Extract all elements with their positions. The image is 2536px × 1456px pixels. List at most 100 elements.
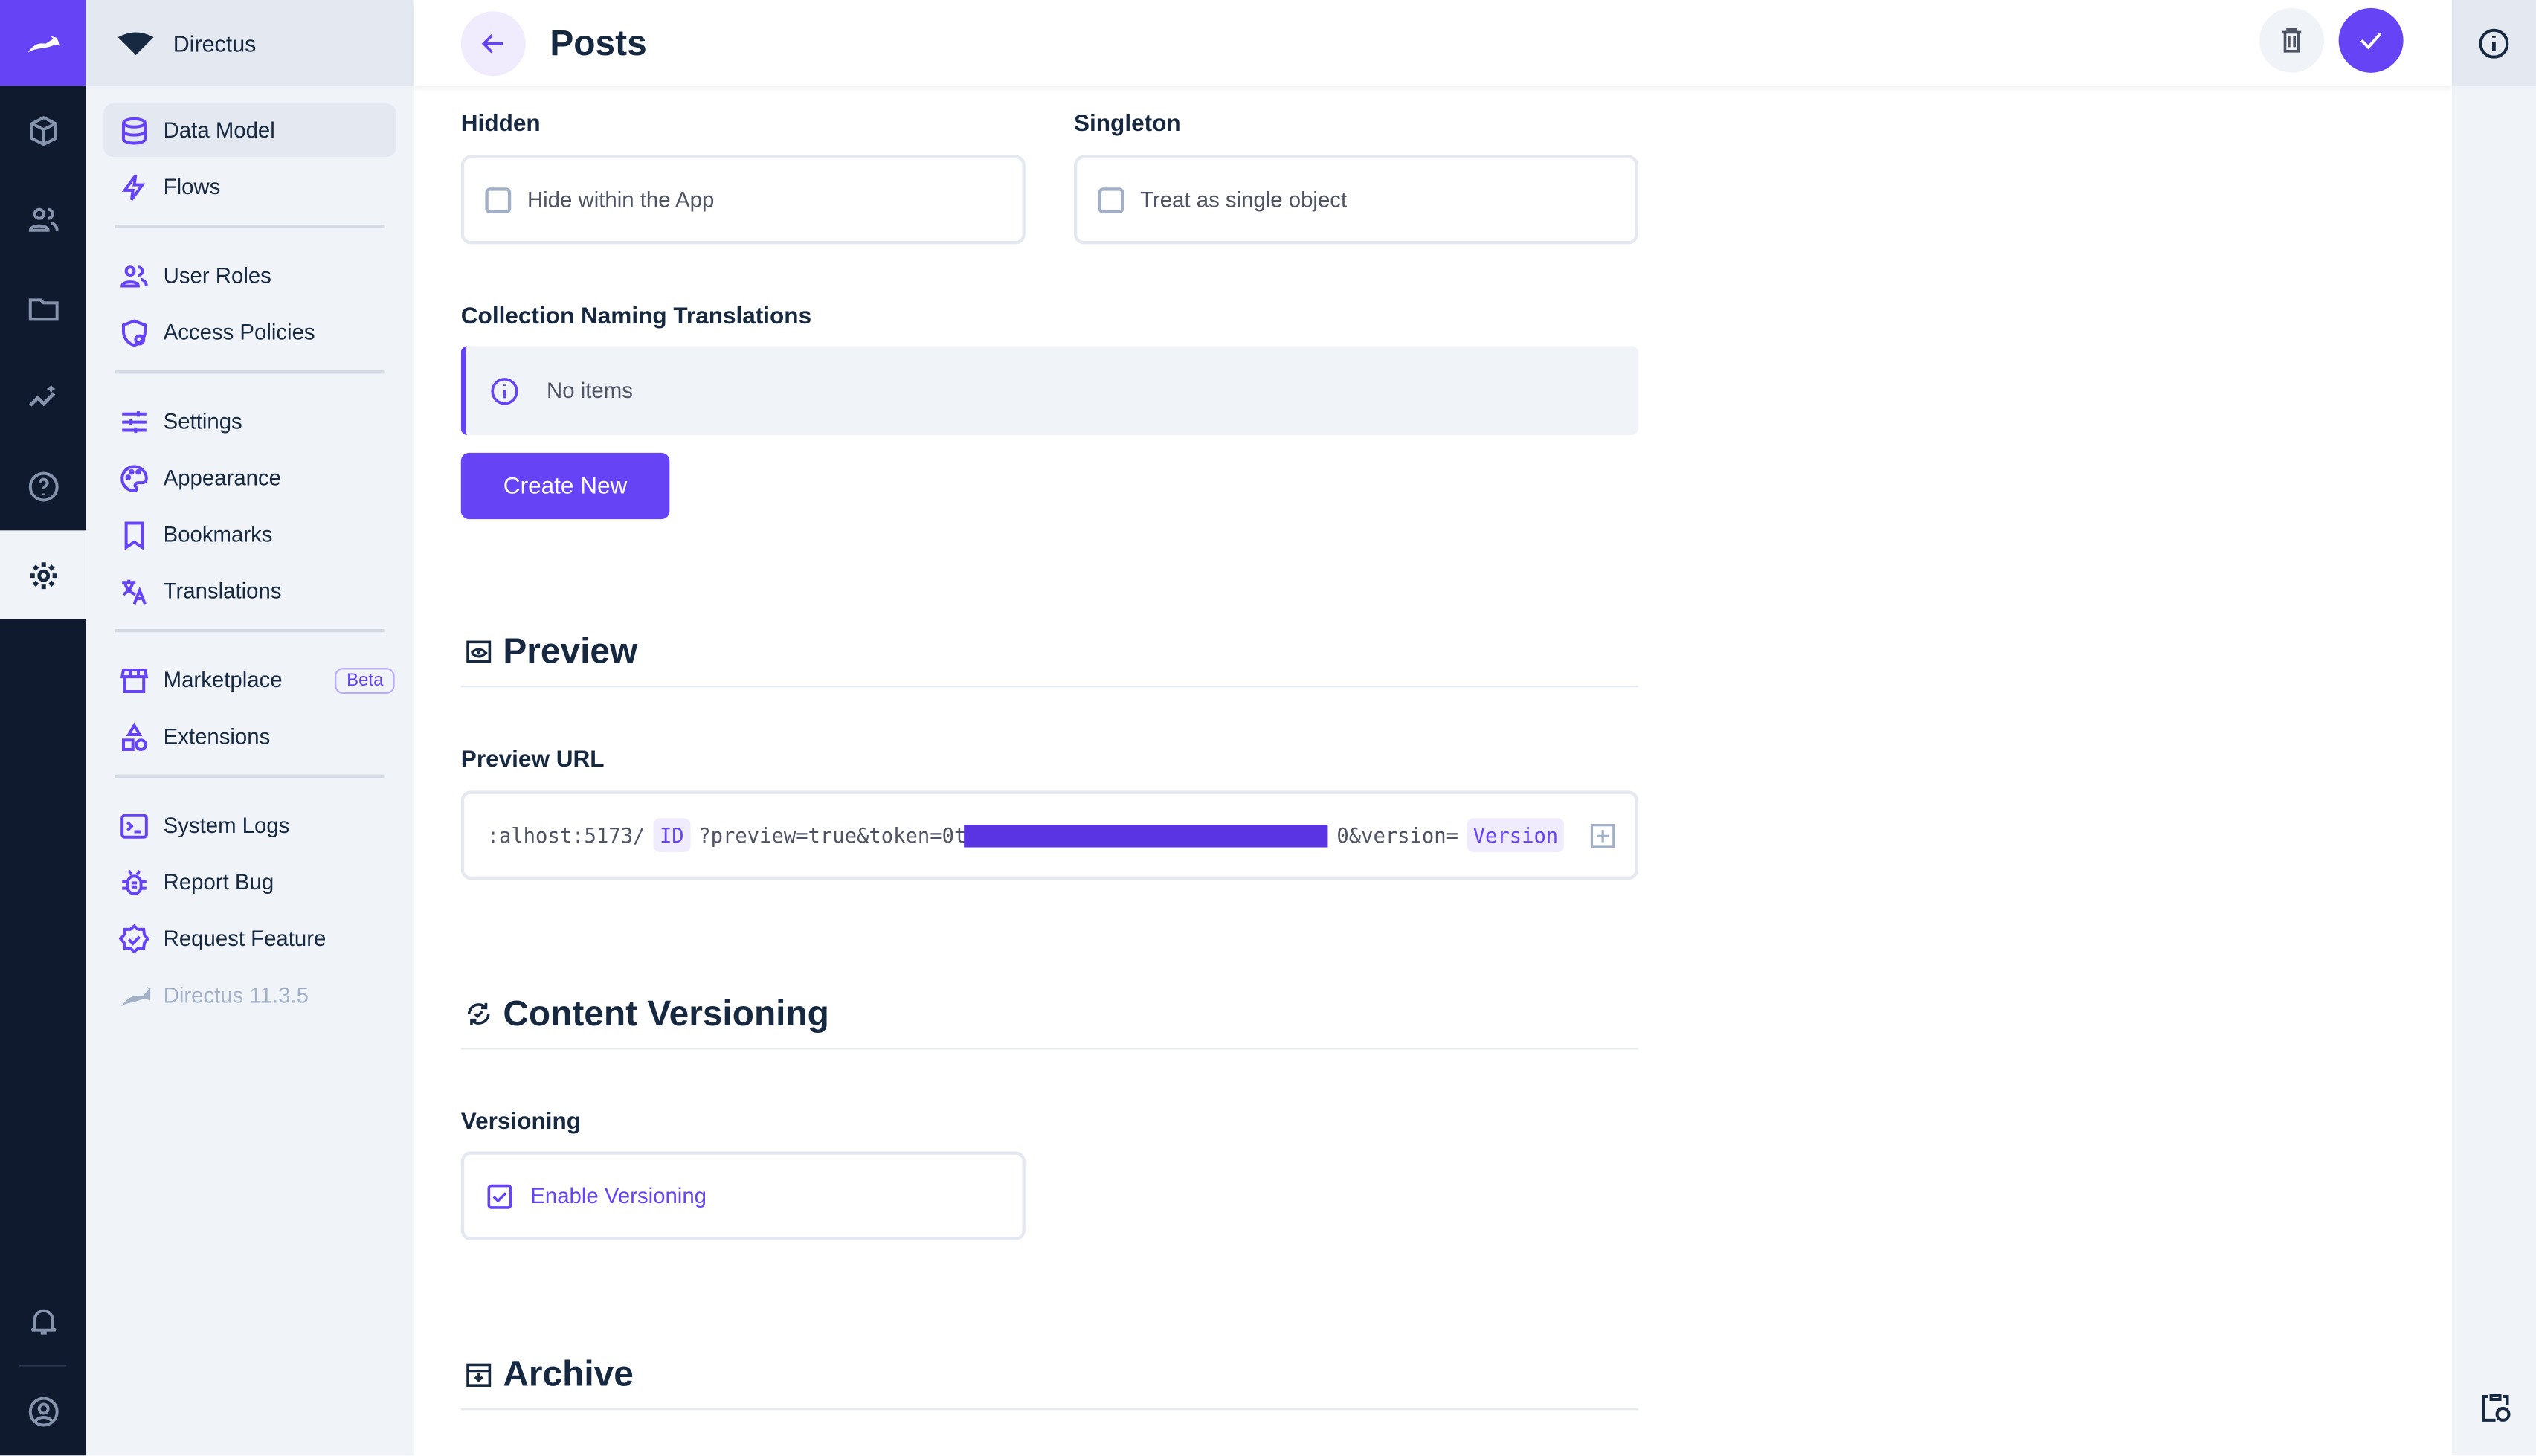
versioning-label: Versioning: [460, 1109, 582, 1136]
bug-icon: [122, 869, 147, 895]
sliders-icon: [122, 410, 147, 433]
nav-item-marketplace[interactable]: Marketplace Beta: [103, 654, 396, 707]
directus-logo[interactable]: [0, 0, 86, 86]
notifications-button[interactable]: [0, 1276, 86, 1365]
users-icon: [28, 207, 58, 231]
revisions-button[interactable]: [2478, 1389, 2514, 1433]
nav-item-label: Bookmarks: [163, 522, 273, 547]
page-title: Posts: [550, 22, 647, 62]
nav-item-extensions[interactable]: Extensions: [103, 710, 396, 764]
add-box-icon[interactable]: [1589, 821, 1618, 850]
divider: [115, 628, 385, 633]
nav-item-label: Flows: [163, 174, 221, 199]
account-icon: [28, 1396, 58, 1426]
versioning-heading-text: Content Versioning: [503, 993, 829, 1034]
divider: [460, 1048, 1638, 1050]
enable-versioning-checkbox[interactable]: Enable Versioning: [460, 1151, 1026, 1240]
users-icon: [120, 265, 148, 287]
url-text: :alhost:5173/: [486, 822, 646, 848]
hidden-label: Hidden: [460, 112, 541, 138]
nav-item-label: System Logs: [163, 813, 290, 838]
nav-item-appearance[interactable]: Appearance: [103, 451, 396, 505]
database-icon: [122, 116, 147, 144]
delete-button[interactable]: [2259, 7, 2325, 73]
back-button[interactable]: [460, 10, 526, 76]
id-token[interactable]: ID: [653, 818, 691, 853]
preview-url-input[interactable]: :alhost:5173/ ID ?preview=true&token=0t …: [460, 790, 1638, 880]
nav-item-report-bug[interactable]: Report Bug: [103, 855, 396, 909]
project-switcher[interactable]: Directus: [86, 0, 414, 86]
info-sidebar: [2451, 0, 2536, 1456]
singleton-checkbox[interactable]: Treat as single object: [1074, 155, 1638, 245]
nav-item-label: User Roles: [163, 263, 271, 289]
trash-icon: [2282, 28, 2302, 53]
verified-icon: [118, 923, 150, 953]
nav-item-settings[interactable]: Settings: [103, 395, 396, 448]
info-icon: [491, 377, 518, 405]
nav-item-label: Data Model: [163, 117, 275, 143]
archive-heading-text: Archive: [503, 1353, 634, 1394]
box-icon: [29, 115, 57, 146]
bookmark-icon: [124, 521, 144, 550]
arrow-back-icon: [481, 33, 503, 53]
preview-heading: Preview: [464, 631, 637, 673]
nav-item-label: Access Policies: [163, 320, 315, 345]
translations-label: Collection Naming Translations: [460, 303, 812, 330]
create-new-button[interactable]: Create New: [460, 452, 670, 520]
nav-item-translations[interactable]: Translations: [103, 564, 396, 618]
version-token[interactable]: Version: [1466, 818, 1565, 853]
info-button[interactable]: [2451, 0, 2536, 86]
nav-item-access-policies[interactable]: Access Policies: [103, 306, 396, 359]
module-settings-button[interactable]: [0, 530, 86, 619]
no-items-text: No items: [547, 378, 633, 403]
bolt-icon: [121, 173, 146, 200]
hidden-option-label: Hide within the App: [527, 187, 715, 212]
module-folder-button[interactable]: [0, 263, 86, 352]
hidden-checkbox[interactable]: Hide within the App: [460, 155, 1026, 245]
divider: [115, 370, 385, 374]
nav-item-user-roles[interactable]: User Roles: [103, 249, 396, 303]
nav-item-label: Directus 11.3.5: [163, 983, 309, 1008]
singleton-option-label: Treat as single object: [1140, 187, 1348, 212]
nav-item-system-logs[interactable]: System Logs: [103, 799, 396, 852]
module-box-button[interactable]: [0, 86, 86, 175]
versioning-icon: [467, 1002, 490, 1025]
nav-item-directus-11-3-5[interactable]: Directus 11.3.5: [103, 969, 396, 1022]
archive-icon: [466, 1363, 492, 1387]
nav-item-label: Extensions: [163, 724, 271, 749]
nav-item-label: Appearance: [163, 466, 281, 490]
content-versioning-heading: Content Versioning: [464, 993, 829, 1035]
nav-item-data-model[interactable]: Data Model: [103, 103, 396, 157]
account-button[interactable]: [0, 1367, 86, 1456]
nav-item-bookmarks[interactable]: Bookmarks: [103, 508, 396, 561]
checkbox-checked-icon: [487, 1183, 512, 1208]
info-icon: [2479, 28, 2509, 58]
nav-item-flows[interactable]: Flows: [103, 160, 396, 213]
preview-url-label: Preview URL: [460, 747, 605, 773]
nav-item-label: Report Bug: [163, 869, 274, 895]
archive-heading: Archive: [464, 1353, 634, 1396]
checkbox-icon: [1098, 187, 1124, 213]
check-icon: [2360, 32, 2382, 50]
module-insights-button[interactable]: [0, 352, 86, 442]
nav-item-request-feature[interactable]: Request Feature: [103, 912, 396, 966]
divider: [460, 686, 1638, 688]
checkbox-icon: [485, 187, 512, 213]
help-icon: [28, 471, 58, 501]
module-bar: [0, 0, 86, 1456]
divider: [115, 225, 385, 228]
store-icon: [120, 667, 149, 692]
rabbit-icon: [120, 985, 151, 1007]
bell-icon: [30, 1308, 56, 1334]
module-help-button[interactable]: [0, 442, 86, 531]
nav-item-label: Marketplace: [163, 668, 283, 692]
save-button[interactable]: [2338, 7, 2404, 73]
insights-icon: [28, 383, 55, 406]
wifi-icon: [118, 31, 154, 54]
header-bar: Posts: [413, 0, 2452, 86]
palette-icon: [120, 464, 148, 492]
module-users-button[interactable]: [0, 175, 86, 264]
clipboard-clock-icon: [2482, 1394, 2511, 1422]
url-text: ?preview=true&token=0t: [698, 822, 967, 848]
terminal-icon: [120, 813, 148, 838]
